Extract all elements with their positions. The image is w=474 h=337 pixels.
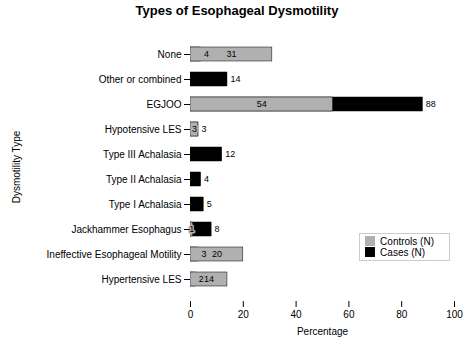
- svg-text:Jackhammer Esophagus: Jackhammer Esophagus: [71, 224, 181, 235]
- svg-text:Hypotensive LES: Hypotensive LES: [105, 124, 182, 135]
- svg-text:3: 3: [201, 124, 206, 134]
- svg-text:4: 4: [204, 49, 209, 59]
- svg-text:100: 100: [446, 309, 463, 320]
- svg-text:4: 4: [204, 174, 209, 184]
- svg-text:20: 20: [238, 309, 250, 320]
- svg-text:Other or combined: Other or combined: [99, 74, 182, 85]
- svg-text:60: 60: [343, 309, 355, 320]
- html-text:Types of Esophageal Dysmotilit: Types of Esophageal Dysmotility: [135, 3, 339, 18]
- svg-text:14: 14: [204, 274, 214, 284]
- svg-text:5: 5: [207, 199, 212, 209]
- svg-text:80: 80: [396, 309, 408, 320]
- svg-text:54: 54: [257, 99, 267, 109]
- svg-text:14: 14: [230, 74, 240, 84]
- svg-text:31: 31: [226, 49, 236, 59]
- svg-text:8: 8: [215, 224, 220, 234]
- svg-text:Type II Achalasia: Type II Achalasia: [106, 174, 182, 185]
- svg-text:12: 12: [225, 149, 235, 159]
- svg-text:1: 1: [189, 224, 194, 234]
- svg-text:88: 88: [426, 99, 436, 109]
- svg-text:None: None: [158, 49, 182, 60]
- svg-text:EGJOO: EGJOO: [146, 99, 181, 110]
- html-text:Cases (N): Cases (N): [380, 246, 426, 258]
- svg-text:2: 2: [198, 274, 204, 285]
- svg-text:Ineffective Esophageal Motilit: Ineffective Esophageal Motility: [47, 249, 182, 260]
- svg-text:Type III Achalasia: Type III Achalasia: [103, 149, 182, 160]
- svg-text:3: 3: [201, 249, 206, 259]
- svg-text:0: 0: [188, 309, 194, 320]
- svg-text:Percentage: Percentage: [297, 326, 349, 337]
- svg-text:3: 3: [192, 124, 197, 134]
- svg-text:Type I Achalasia: Type I Achalasia: [109, 199, 182, 210]
- svg-text:Hypertensive LES: Hypertensive LES: [101, 274, 181, 285]
- svg-text:20: 20: [212, 249, 222, 259]
- svg-text:Dysmotility Type: Dysmotility Type: [11, 130, 22, 203]
- html-text:Controls (N): Controls (N): [380, 235, 434, 247]
- svg-text:40: 40: [291, 309, 303, 320]
